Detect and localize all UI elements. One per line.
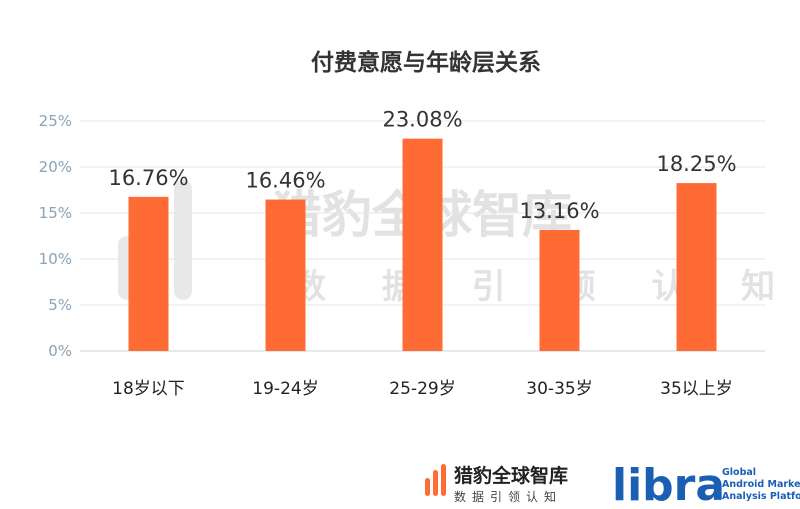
data-label: 16.46% [245, 169, 325, 193]
bar [402, 138, 443, 351]
x-tick-label: 30-35岁 [526, 379, 592, 399]
data-label: 13.16% [519, 199, 599, 223]
libra-tagline-2: Android Market [722, 479, 800, 490]
bar [128, 196, 169, 351]
y-tick-label: 5% [48, 296, 72, 314]
brand-name: 猎豹全球智库 [454, 464, 568, 487]
bar [676, 183, 717, 351]
data-label: 16.76% [108, 166, 188, 190]
y-tick-label: 20% [39, 158, 72, 176]
bars [128, 138, 717, 351]
x-tick-label: 18岁以下 [112, 379, 185, 399]
libra-tagline-3: Analysis Platform [722, 491, 800, 502]
libra-tagline-1: Global [722, 467, 756, 478]
x-tick-label: 19-24岁 [252, 379, 318, 399]
x-tick-label: 25-29岁 [389, 379, 455, 399]
y-axis-ticks: 0% 5% 10% 15% 20% 25% [39, 112, 72, 360]
brand-slogan: 数据引领认知 [454, 489, 562, 504]
brand-logo: 猎豹全球智库 数据引领认知 [425, 464, 568, 504]
y-tick-label: 25% [39, 112, 72, 130]
data-label: 23.08% [382, 108, 462, 132]
libra-wordmark: libra [612, 460, 725, 509]
y-tick-label: 0% [48, 342, 72, 360]
x-tick-label: 35以上岁 [660, 379, 733, 399]
brand-logo-icon [425, 464, 446, 496]
chart-title: 付费意愿与年龄层关系 [311, 49, 541, 76]
x-axis-ticks: 18岁以下 19-24岁 25-29岁 30-35岁 35以上岁 [112, 379, 733, 399]
libra-logo: libra Global Android Market Analysis Pla… [612, 460, 800, 509]
y-tick-label: 15% [39, 204, 72, 222]
bar [539, 229, 580, 351]
data-labels: 16.76% 16.46% 23.08% 13.16% 18.25% [108, 108, 736, 223]
y-tick-label: 10% [39, 250, 72, 268]
data-label: 18.25% [656, 152, 736, 176]
bar [265, 199, 306, 351]
